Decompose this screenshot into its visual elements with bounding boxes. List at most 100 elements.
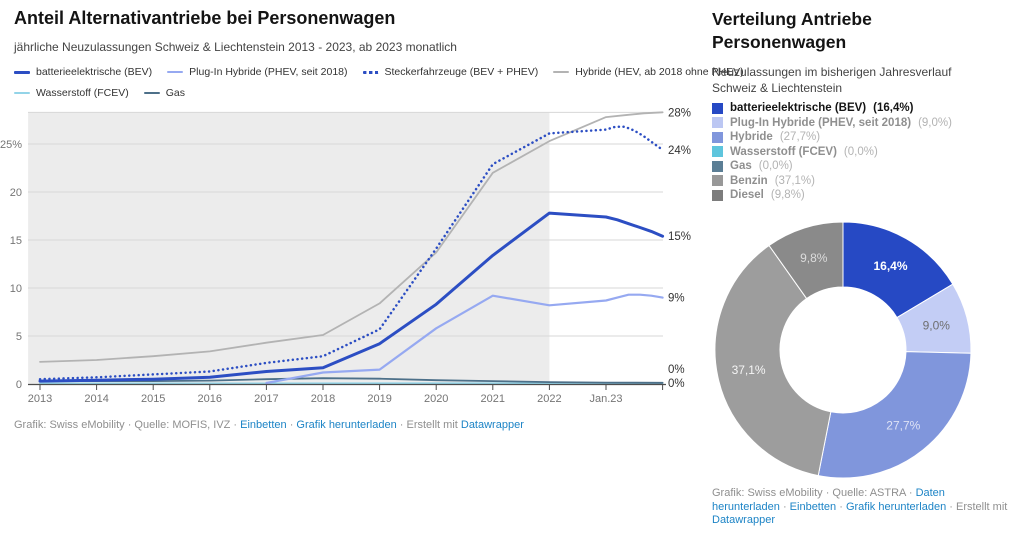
download-data-link[interactable]: Daten herunterladen <box>712 487 945 513</box>
donut-chart-subtitle: Neuzulassungen im bisherigen Jahresverla… <box>712 65 952 95</box>
legend-label: Gas <box>730 160 752 173</box>
series-end-label: 0% <box>668 364 685 376</box>
legend-label: Benzin <box>730 174 768 187</box>
legend-percentage: (0,0%) <box>843 145 878 158</box>
x-axis-tick-label: 2022 <box>537 393 561 405</box>
line-swatch <box>14 91 30 95</box>
legend-color-square <box>712 160 723 172</box>
legend-item-gas: Gas (0,0%) <box>712 159 952 174</box>
line-swatch <box>553 70 570 74</box>
embed-link[interactable]: Einbetten <box>240 419 287 431</box>
legend-item-batterieelektrische-bev: batterieelektrische (BEV) <box>14 66 152 78</box>
donut-slice-label: 9,8% <box>800 251 828 265</box>
y-axis-tick-label: 10 <box>10 283 22 295</box>
legend-label: Gas <box>165 87 186 99</box>
legend-percentage: (9,8%) <box>770 189 805 202</box>
donut-slice-hybride <box>817 351 972 479</box>
embed-link[interactable]: Einbetten <box>789 500 837 513</box>
series-end-label: 24% <box>668 145 691 157</box>
legend-label: batterieelektrische (BEV) <box>730 102 867 115</box>
separator: · <box>836 500 846 513</box>
credits-text: Grafik: Swiss eMobility · Quelle: MOFIS,… <box>14 419 241 431</box>
legend-item-hybride: Hybride (27,7%) <box>712 130 952 145</box>
legend-label: Hybride <box>730 131 773 144</box>
donut-slice-label: 37,1% <box>732 363 766 377</box>
legend-label: Plug-In Hybride (PHEV, seit 2018) <box>730 116 912 129</box>
legend-color-square <box>712 117 723 129</box>
y-axis-tick-label: 20 <box>10 187 22 199</box>
download-image-link[interactable]: Grafik herunterladen <box>296 419 397 431</box>
legend-label: Plug-In Hybride (PHEV, seit 2018) <box>189 66 348 78</box>
legend-item-benzin: Benzin (37,1%) <box>712 174 952 189</box>
legend-item-diesel: Diesel (9,8%) <box>712 188 952 203</box>
legend-percentage: (16,4%) <box>873 102 914 115</box>
separator: · <box>286 419 297 431</box>
datawrapper-link[interactable]: Datawrapper <box>712 514 775 526</box>
donut-slice-label: 16,4% <box>873 259 907 273</box>
x-axis-tick-label: 2018 <box>311 393 335 405</box>
donut-slice-diesel <box>768 221 844 300</box>
datawrapper-link[interactable]: Datawrapper <box>460 419 524 431</box>
separator: · <box>779 500 790 513</box>
legend-item-hybride-hev-ab-2018-ohne-phev: Hybride (HEV, ab 2018 ohne PHEV) <box>553 66 744 78</box>
series-line-steckerfahrzeuge-bev-phev <box>38 125 664 381</box>
legend-item-batterieelektrische-bev: batterieelektrische (BEV) (16,4%) <box>712 101 952 116</box>
line-swatch <box>143 91 160 95</box>
highlight-region <box>28 112 550 384</box>
series-end-label: 28% <box>668 107 691 119</box>
series-end-label: 15% <box>668 231 691 243</box>
x-axis-tick-label: 2015 <box>141 393 165 405</box>
line-chart-footer: Grafik: Swiss eMobility · Quelle: MOFIS,… <box>14 419 684 433</box>
x-axis-tick-label: 2014 <box>84 393 108 405</box>
y-axis-tick-label: 25% <box>0 139 22 151</box>
legend-label: Wasserstoff (FCEV) <box>730 145 837 158</box>
legend-item-wasserstoff-fcev: Wasserstoff (FCEV) (0,0%) <box>712 145 952 160</box>
created-with-text: · Erstellt mit <box>396 419 461 431</box>
donut-slice-label: 27,7% <box>886 418 920 432</box>
legend-percentage: (37,1%) <box>774 174 815 187</box>
donut-slice-benzin <box>714 244 832 477</box>
x-axis-tick-label: Jan.23 <box>589 393 622 405</box>
series-end-label: 9% <box>668 293 685 305</box>
legend-item-plug-in-hybride-phev-seit-2018: Plug-In Hybride (PHEV, seit 2018) (9,0%) <box>712 116 952 131</box>
legend-label: Diesel <box>730 189 764 202</box>
legend-percentage: (0,0%) <box>758 160 793 173</box>
line-chart-subtitle: jährliche Neuzulassungen Schweiz & Liech… <box>14 40 457 54</box>
legend-item-gas: Gas <box>143 87 186 99</box>
legend-label: Steckerfahrzeuge (BEV + PHEV) <box>384 66 539 78</box>
legend-item-plug-in-hybride-phev-seit-2018: Plug-In Hybride (PHEV, seit 2018) <box>167 66 348 78</box>
y-axis-tick-label: 15 <box>10 235 22 247</box>
line-chart-title: Anteil Alternativantriebe bei Personenwa… <box>14 8 396 28</box>
legend-color-square <box>712 102 723 114</box>
legend-label: Wasserstoff (FCEV) <box>36 87 129 99</box>
legend-label: Hybride (HEV, ab 2018 ohne PHEV) <box>575 66 744 78</box>
donut-chart-title: Verteilung Antriebe Personenwagen <box>712 9 872 52</box>
download-image-link[interactable]: Grafik herunterladen <box>845 500 947 513</box>
donut-chart-footer: Grafik: Swiss eMobility · Quelle: ASTRA … <box>712 487 1012 528</box>
series-line-batterieelektrische-bev <box>38 211 665 383</box>
series-line-gas <box>39 377 664 384</box>
credits-text: Grafik: Swiss eMobility · Quelle: ASTRA … <box>712 487 916 499</box>
legend-item-steckerfahrzeuge-bev-phev: Steckerfahrzeuge (BEV + PHEV) <box>362 66 539 78</box>
dotted-line-swatch <box>362 70 379 74</box>
series-end-label: 0% <box>668 378 685 390</box>
x-axis-tick-label: 2017 <box>254 393 278 405</box>
line-swatch <box>14 70 30 74</box>
y-axis-tick-label: 0 <box>16 379 22 391</box>
donut-slice-label: 9,0% <box>923 318 951 332</box>
series-line-plug-in-hybride-phev-seit-2018 <box>265 293 664 385</box>
line-swatch <box>167 70 184 74</box>
x-axis-tick-label: 2021 <box>481 393 505 405</box>
donut-chart: 16,4% 9,0% 27,7% 37,1% 9,8% <box>714 221 972 479</box>
created-with-text: · Erstellt mit <box>946 500 1008 513</box>
y-axis-tick-label: 5 <box>16 331 22 343</box>
legend-label: batterieelektrische (BEV) <box>36 66 153 78</box>
line-chart: 2013 2014 2015 2016 2017 2018 2019 2020 2021 2022… <box>0 107 691 405</box>
legend-color-square <box>712 146 723 158</box>
x-axis-tick-label: 2016 <box>198 393 222 405</box>
line-chart-legend: batterieelektrische (BEV) Plug-In Hybride… <box>14 66 744 99</box>
legend-color-square <box>712 131 723 143</box>
legend-item-wasserstoff-fcev: Wasserstoff (FCEV) <box>14 87 129 99</box>
x-axis-tick-label: 2020 <box>424 393 448 405</box>
